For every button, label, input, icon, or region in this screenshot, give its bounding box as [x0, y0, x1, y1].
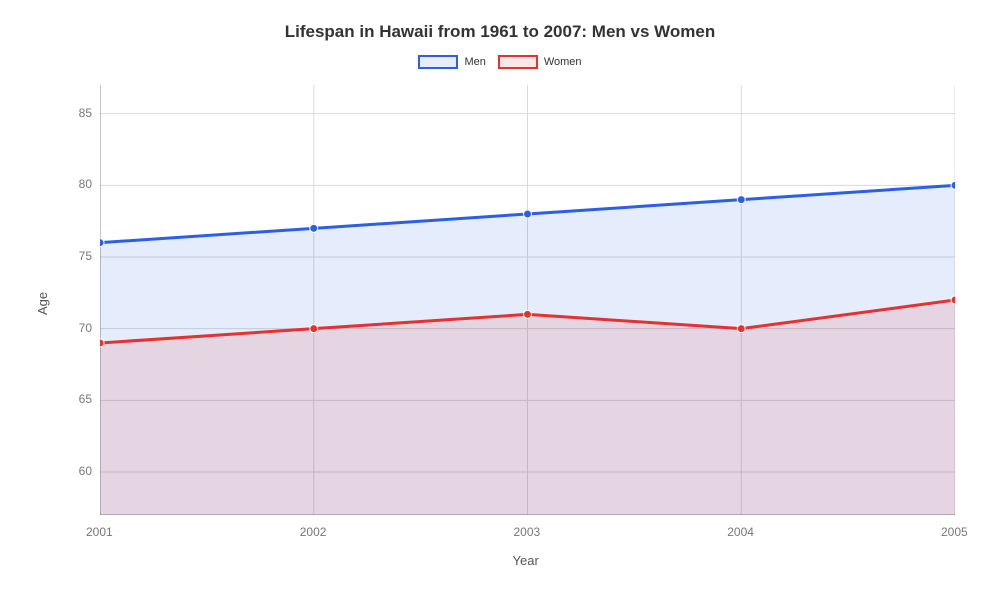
legend-swatch-women: [498, 55, 538, 69]
x-axis-label: Year: [513, 553, 539, 568]
legend-swatch-men: [418, 55, 458, 69]
x-tick-label: 2001: [86, 525, 113, 539]
y-tick-label: 70: [79, 321, 92, 335]
x-tick-label: 2003: [514, 525, 541, 539]
x-tick-label: 2004: [727, 525, 754, 539]
x-tick-label: 2002: [300, 525, 327, 539]
x-tick-label: 2005: [941, 525, 968, 539]
y-axis-label: Age: [35, 292, 50, 315]
y-tick-label: 60: [79, 464, 92, 478]
legend-item-men[interactable]: Men: [418, 55, 485, 69]
chart-title: Lifespan in Hawaii from 1961 to 2007: Me…: [0, 22, 1000, 42]
y-tick-label: 85: [79, 106, 92, 120]
legend-label-men: Men: [464, 56, 485, 68]
y-tick-label: 75: [79, 249, 92, 263]
chart-plot-area: [100, 85, 955, 515]
y-tick-label: 65: [79, 392, 92, 406]
y-tick-label: 80: [79, 177, 92, 191]
chart-legend: Men Women: [0, 55, 1000, 69]
legend-item-women[interactable]: Women: [498, 55, 582, 69]
legend-label-women: Women: [544, 56, 582, 68]
